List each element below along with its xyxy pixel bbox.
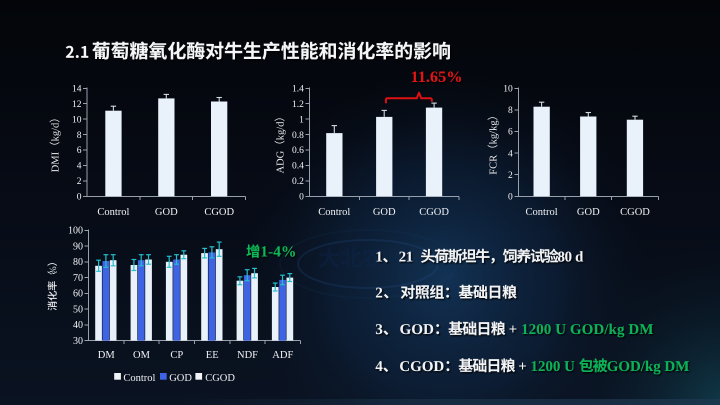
svg-text:4: 4	[508, 149, 513, 159]
svg-text:10: 10	[72, 115, 82, 125]
svg-text:Control: Control	[318, 207, 350, 218]
svg-text:GOD: GOD	[577, 207, 600, 218]
svg-text:GOD: GOD	[155, 207, 178, 218]
svg-text:100: 100	[68, 226, 83, 237]
svg-text:CGOD: CGOD	[620, 207, 650, 218]
svg-text:CGOD: CGOD	[205, 373, 235, 384]
svg-text:OM: OM	[133, 350, 151, 361]
svg-text:CGOD: CGOD	[204, 207, 234, 218]
svg-text:11.65%: 11.65%	[410, 67, 462, 86]
svg-text:CGOD: CGOD	[419, 207, 449, 218]
svg-text:2: 2	[77, 177, 82, 187]
svg-text:0.2: 0.2	[292, 177, 304, 187]
svg-text:70: 70	[73, 273, 83, 284]
svg-text:0: 0	[299, 193, 304, 203]
svg-text:10: 10	[503, 85, 513, 95]
svg-text:30: 30	[73, 336, 83, 347]
svg-text:Control: Control	[123, 373, 155, 384]
svg-text:6: 6	[77, 146, 82, 156]
svg-text:0.4: 0.4	[292, 162, 304, 172]
svg-text:60: 60	[73, 289, 83, 300]
svg-text:12: 12	[72, 100, 82, 110]
svg-text:Control: Control	[526, 207, 558, 218]
svg-text:8: 8	[508, 106, 513, 116]
svg-text:14: 14	[72, 85, 82, 95]
svg-text:NDF: NDF	[237, 350, 258, 361]
svg-text:90: 90	[73, 242, 83, 253]
svg-text:50: 50	[73, 305, 83, 316]
svg-text:Control: Control	[97, 207, 129, 218]
svg-text:4: 4	[77, 162, 82, 172]
svg-text:EE: EE	[206, 350, 219, 361]
svg-text:CP: CP	[170, 350, 183, 361]
svg-text:40: 40	[73, 320, 83, 331]
svg-text:0.8: 0.8	[292, 131, 304, 141]
svg-text:8: 8	[77, 131, 82, 141]
svg-text:2: 2	[508, 171, 513, 181]
svg-text:0: 0	[77, 193, 82, 203]
svg-text:0: 0	[508, 193, 513, 203]
svg-text:ADF: ADF	[272, 350, 293, 361]
svg-text:1.4: 1.4	[292, 85, 304, 95]
svg-text:GOD: GOD	[169, 373, 192, 384]
svg-text:1.2: 1.2	[292, 100, 304, 110]
svg-text:1: 1	[299, 115, 304, 125]
svg-text:GOD: GOD	[373, 207, 396, 218]
svg-text:0.6: 0.6	[292, 146, 304, 156]
svg-text:6: 6	[508, 128, 513, 138]
svg-text:DM: DM	[98, 350, 116, 361]
svg-text:80: 80	[73, 257, 83, 268]
